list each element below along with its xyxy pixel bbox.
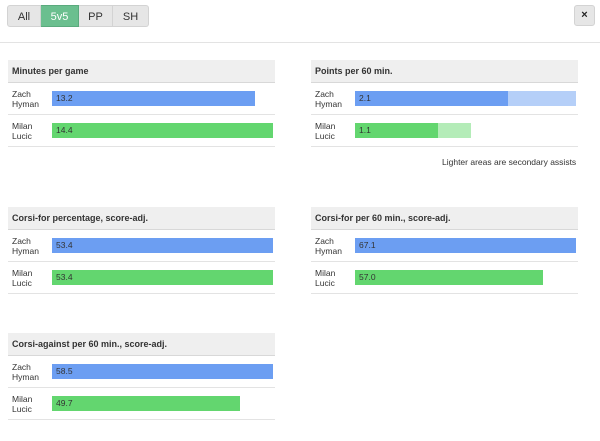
panel-corsi-for-per-60: Corsi-for per 60 min., score-adj. Zach Hy… [311, 207, 578, 294]
bar-track: 1.1 [355, 123, 576, 138]
player-row: Milan Lucic 57.0 [311, 262, 578, 294]
player-row: Milan Lucic 14.4 [8, 115, 275, 147]
situation-tabs: All 5v5 PP SH [7, 5, 149, 27]
value-bar [52, 238, 273, 253]
panel-corsi-for-pct: Corsi-for percentage, score-adj. Zach Hym… [8, 207, 275, 294]
bar-track: 53.4 [52, 270, 273, 285]
player-name: Milan Lucic [12, 268, 33, 288]
bar-value-label: 58.5 [56, 366, 73, 376]
value-bar [355, 238, 576, 253]
bar-track: 53.4 [52, 238, 273, 253]
value-bar [52, 364, 273, 379]
player-row: Zach Hyman 13.2 [8, 83, 275, 115]
value-bar [355, 123, 439, 138]
player-name: Milan Lucic [12, 121, 33, 141]
player-name: Zach Hyman [315, 89, 342, 109]
player-name: Milan Lucic [12, 394, 33, 414]
bar-track: 49.7 [52, 396, 273, 411]
panel-minutes-per-game: Minutes per game Zach Hyman 13.2 Milan Luc… [8, 60, 275, 147]
value-bar [52, 123, 273, 138]
player-name: Milan Lucic [315, 268, 336, 288]
bar-track: 58.5 [52, 364, 273, 379]
player-name: Milan Lucic [315, 121, 336, 141]
panel-points-per-60: Points per 60 min. Zach Hyman 2.1 Milan Lu… [311, 60, 578, 147]
value-bar [355, 270, 543, 285]
filter-toolbar: All 5v5 PP SH × [0, 0, 600, 43]
player-row: Zach Hyman 58.5 [8, 356, 275, 388]
panel-title: Corsi-for percentage, score-adj. [8, 207, 275, 230]
bar-track: 67.1 [355, 238, 576, 253]
panel-corsi-against-per-60: Corsi-against per 60 min., score-adj. Za… [8, 333, 275, 420]
value-bar [52, 270, 273, 285]
tab-pp[interactable]: PP [79, 5, 113, 27]
tab-all[interactable]: All [7, 5, 41, 27]
player-name: Zach Hyman [315, 236, 342, 256]
panel-title: Points per 60 min. [311, 60, 578, 83]
panel-title: Corsi-against per 60 min., score-adj. [8, 333, 275, 356]
player-name: Zach Hyman [12, 89, 39, 109]
player-row: Milan Lucic 1.1 [311, 115, 578, 147]
bar-value-label: 14.4 [56, 125, 73, 135]
tab-sh[interactable]: SH [113, 5, 149, 27]
bar-value-label: 57.0 [359, 272, 376, 282]
bar-value-label: 49.7 [56, 398, 73, 408]
panel-title: Minutes per game [8, 60, 275, 83]
bar-track: 13.2 [52, 91, 273, 106]
bar-value-label: 2.1 [359, 93, 371, 103]
player-row: Milan Lucic 53.4 [8, 262, 275, 294]
bar-track: 14.4 [52, 123, 273, 138]
bar-value-label: 13.2 [56, 93, 73, 103]
bar-track: 57.0 [355, 270, 576, 285]
secondary-assists-note: Lighter areas are secondary assists [442, 157, 577, 167]
tab-5v5[interactable]: 5v5 [41, 5, 79, 27]
value-bar [52, 396, 240, 411]
bar-value-label: 67.1 [359, 240, 376, 250]
panel-title: Corsi-for per 60 min., score-adj. [311, 207, 578, 230]
player-row: Zach Hyman 67.1 [311, 230, 578, 262]
player-row: Zach Hyman 53.4 [8, 230, 275, 262]
close-button[interactable]: × [574, 5, 595, 26]
player-name: Zach Hyman [12, 236, 39, 256]
value-bar [355, 91, 508, 106]
bar-value-label: 53.4 [56, 272, 73, 282]
bar-track: 2.1 [355, 91, 576, 106]
player-row: Zach Hyman 2.1 [311, 83, 578, 115]
player-name: Zach Hyman [12, 362, 39, 382]
bar-value-label: 53.4 [56, 240, 73, 250]
bar-value-label: 1.1 [359, 125, 371, 135]
value-bar [52, 91, 255, 106]
player-row: Milan Lucic 49.7 [8, 388, 275, 420]
